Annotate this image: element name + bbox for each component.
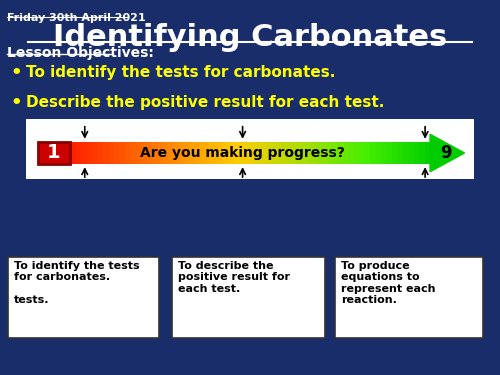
- Bar: [288, 142, 294, 164]
- Bar: [343, 142, 348, 164]
- Bar: [294, 142, 300, 164]
- Bar: [381, 142, 386, 164]
- Bar: [266, 142, 272, 164]
- Bar: [386, 142, 392, 164]
- Bar: [49, 142, 54, 164]
- Text: To describe the
positive result for
each test.: To describe the positive result for each…: [178, 261, 290, 294]
- Bar: [185, 142, 190, 164]
- Bar: [261, 142, 267, 164]
- Bar: [92, 142, 98, 164]
- Bar: [44, 142, 49, 164]
- Bar: [98, 142, 103, 164]
- Text: Describe the positive result for each test.: Describe the positive result for each te…: [26, 94, 384, 110]
- Text: •: •: [11, 64, 22, 82]
- Bar: [359, 142, 365, 164]
- Bar: [54, 142, 60, 164]
- Bar: [60, 142, 66, 164]
- Bar: [70, 142, 76, 164]
- Bar: [206, 142, 212, 164]
- Bar: [234, 142, 239, 164]
- Text: 9: 9: [440, 144, 452, 162]
- Text: To identify the tests
for carbonates.

tests.: To identify the tests for carbonates. te…: [14, 261, 140, 305]
- Bar: [326, 142, 332, 164]
- Bar: [147, 142, 152, 164]
- Bar: [104, 142, 109, 164]
- Bar: [82, 142, 87, 164]
- Bar: [38, 142, 44, 164]
- Bar: [130, 142, 136, 164]
- Bar: [278, 142, 283, 164]
- Bar: [310, 142, 316, 164]
- Bar: [316, 142, 322, 164]
- Bar: [114, 142, 120, 164]
- Bar: [424, 142, 430, 164]
- Bar: [348, 142, 354, 164]
- Bar: [158, 142, 164, 164]
- Bar: [240, 142, 245, 164]
- Bar: [300, 142, 305, 164]
- FancyBboxPatch shape: [8, 257, 158, 338]
- Text: To identify the tests for carbonates.: To identify the tests for carbonates.: [26, 64, 335, 80]
- Bar: [283, 142, 288, 164]
- Bar: [174, 142, 180, 164]
- Bar: [190, 142, 196, 164]
- Bar: [376, 142, 382, 164]
- Bar: [228, 142, 234, 164]
- Bar: [419, 142, 425, 164]
- Bar: [398, 142, 403, 164]
- Text: Identifying Carbonates: Identifying Carbonates: [53, 23, 447, 52]
- Polygon shape: [430, 134, 464, 172]
- Bar: [76, 142, 82, 164]
- Bar: [168, 142, 174, 164]
- Text: •: •: [11, 94, 22, 112]
- Bar: [136, 142, 141, 164]
- Bar: [120, 142, 126, 164]
- Bar: [65, 142, 71, 164]
- Bar: [125, 142, 130, 164]
- Bar: [332, 142, 338, 164]
- Bar: [392, 142, 398, 164]
- Bar: [338, 142, 343, 164]
- FancyBboxPatch shape: [172, 257, 325, 338]
- Bar: [218, 142, 224, 164]
- Bar: [354, 142, 360, 164]
- Text: Are you making progress?: Are you making progress?: [140, 146, 345, 160]
- Bar: [142, 142, 147, 164]
- Bar: [163, 142, 169, 164]
- Bar: [364, 142, 370, 164]
- Bar: [414, 142, 420, 164]
- Text: Friday 30th April 2021: Friday 30th April 2021: [8, 13, 146, 23]
- Text: Lesson Objectives:: Lesson Objectives:: [8, 46, 154, 60]
- Bar: [408, 142, 414, 164]
- Bar: [370, 142, 376, 164]
- Bar: [152, 142, 158, 164]
- FancyBboxPatch shape: [38, 142, 70, 164]
- Bar: [403, 142, 408, 164]
- Bar: [250, 142, 256, 164]
- Bar: [180, 142, 185, 164]
- Bar: [196, 142, 202, 164]
- Text: To produce
equations to
represent each
reaction.: To produce equations to represent each r…: [341, 261, 436, 305]
- Bar: [212, 142, 218, 164]
- Bar: [108, 142, 114, 164]
- Bar: [256, 142, 262, 164]
- Bar: [245, 142, 250, 164]
- Bar: [321, 142, 327, 164]
- Bar: [305, 142, 310, 164]
- Bar: [202, 142, 207, 164]
- Bar: [87, 142, 92, 164]
- FancyBboxPatch shape: [335, 257, 483, 338]
- Bar: [223, 142, 229, 164]
- FancyBboxPatch shape: [26, 118, 474, 179]
- Bar: [272, 142, 278, 164]
- Text: 1: 1: [47, 144, 60, 162]
